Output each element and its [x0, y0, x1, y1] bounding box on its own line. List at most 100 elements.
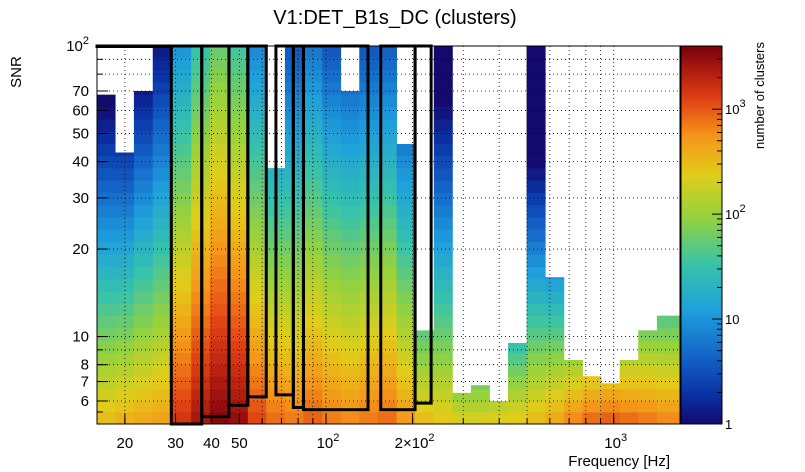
heatmap-cell — [209, 266, 230, 280]
heatmap-cell — [396, 315, 416, 329]
heatmap-cell — [209, 118, 230, 132]
heatmap-cell — [526, 278, 546, 292]
heatmap-cell — [563, 376, 583, 390]
heatmap-cell — [228, 143, 249, 157]
heatmap-cell — [247, 155, 267, 169]
heatmap-cell — [638, 364, 658, 377]
heatmap-cell — [582, 376, 602, 390]
heatmap-cell — [152, 278, 172, 292]
heatmap-cell — [340, 131, 360, 144]
heatmap-cell — [303, 266, 323, 280]
heatmap-cell — [152, 46, 172, 58]
heatmap-cell — [526, 192, 546, 206]
heatmap-cell — [415, 352, 435, 366]
y-tick-label: 7 — [81, 374, 89, 391]
heatmap-cell — [228, 57, 249, 71]
heatmap-cell — [152, 411, 172, 425]
heatmap-cell — [115, 216, 135, 230]
heatmap-cell — [247, 266, 267, 280]
heatmap-cell — [133, 315, 154, 329]
heatmap-cell — [507, 388, 527, 402]
heatmap-cell — [97, 229, 116, 243]
heatmap-cell — [303, 69, 323, 83]
heatmap-cell — [433, 192, 453, 206]
heatmap-cell — [209, 46, 230, 58]
heatmap-cell — [526, 352, 546, 366]
heatmap-cell — [97, 155, 116, 169]
colorbar-label: number of clusters — [752, 42, 767, 149]
heatmap-cell — [396, 168, 416, 181]
heatmap-cell — [171, 328, 192, 341]
heatmap-cell — [209, 315, 230, 329]
heatmap-cell — [377, 94, 398, 107]
heatmap-cell — [97, 94, 116, 107]
heatmap-cell — [545, 411, 565, 425]
heatmap-cell — [340, 400, 360, 413]
heatmap-cell — [396, 143, 416, 157]
heatmap-cell — [133, 400, 154, 413]
heatmap-cell — [247, 118, 267, 132]
heatmap-cell — [115, 303, 135, 317]
heatmap-cell — [152, 241, 172, 255]
heatmap-cell — [452, 392, 472, 402]
heatmap-cell — [638, 340, 658, 354]
heatmap-cell — [638, 388, 658, 402]
heatmap-cell — [209, 216, 230, 230]
heatmap-cell — [303, 388, 323, 402]
heatmap-cell — [115, 241, 135, 255]
heatmap-cell — [115, 278, 135, 292]
chart-title: V1:DET_B1s_DC (clusters) — [273, 7, 516, 29]
heatmap-cell — [133, 303, 154, 317]
heatmap-cell — [209, 106, 230, 120]
heatmap-cell — [171, 388, 192, 402]
heatmap-cell — [171, 131, 192, 144]
heatmap-cell — [396, 352, 416, 366]
heatmap-cell — [452, 411, 472, 425]
heatmap-cell — [563, 364, 583, 377]
heatmap-cell — [152, 315, 172, 329]
heatmap-cell — [415, 411, 435, 425]
heatmap-cell — [377, 328, 398, 341]
heatmap-cell — [526, 216, 546, 230]
heatmap-cell — [115, 254, 135, 268]
heatmap-cell — [433, 180, 453, 193]
heatmap-cell — [656, 364, 681, 377]
heatmap-cell — [415, 364, 435, 377]
x-axis-ticks: 20 30 40 50 102 2×102 103 — [117, 413, 627, 452]
heatmap-cell — [619, 376, 639, 390]
heatmap-cell — [228, 278, 249, 292]
heatmap-cell — [303, 46, 323, 58]
heatmap-cell — [228, 388, 249, 402]
heatmap-cell — [209, 278, 230, 292]
heatmap-cell — [152, 328, 172, 341]
heatmap-cell — [209, 241, 230, 255]
heatmap-cell — [152, 303, 172, 317]
heatmap-cell — [247, 340, 267, 354]
heatmap-cell — [433, 143, 453, 157]
heatmap-cell — [377, 376, 398, 390]
heatmap-cell — [377, 352, 398, 366]
heatmap-cell — [526, 143, 546, 157]
heatmap-cell — [209, 229, 230, 243]
heatmap-cell — [247, 303, 267, 317]
heatmap-cell — [526, 291, 546, 304]
heatmap-cell — [433, 241, 453, 255]
heatmap-cell — [322, 328, 342, 341]
heatmap-cell — [545, 291, 565, 304]
heatmap-cell — [284, 411, 304, 425]
heatmap-cell — [171, 94, 192, 107]
heatmap-cell — [247, 400, 267, 413]
heatmap-cell — [152, 94, 172, 107]
heatmap-cell — [340, 204, 360, 218]
heatmap-cell — [396, 229, 416, 243]
heatmap-cell — [171, 46, 192, 58]
heatmap-cell — [545, 400, 565, 413]
heatmap-cell — [171, 400, 192, 413]
heatmap-cell — [396, 364, 416, 377]
heatmap-cell — [97, 376, 116, 390]
heatmap-cell — [303, 216, 323, 230]
heatmap-cell — [247, 216, 267, 230]
heatmap-cell — [303, 204, 323, 218]
heatmap-cell — [171, 376, 192, 390]
heatmap-cell — [396, 254, 416, 268]
